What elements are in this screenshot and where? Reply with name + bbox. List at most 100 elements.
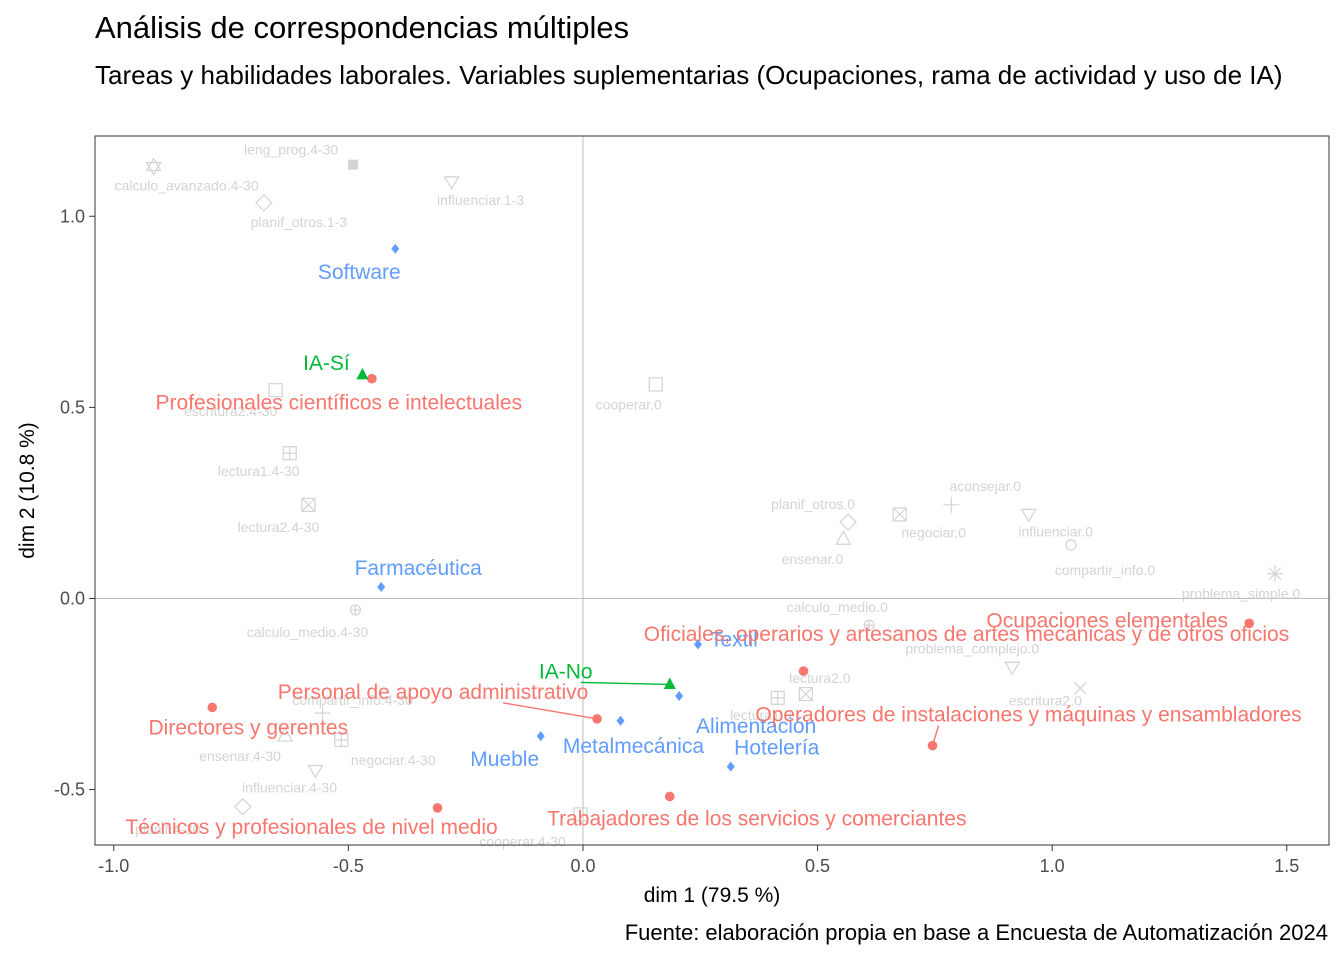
label-planif-4-30: planif.4-30 xyxy=(135,821,201,837)
point-mueble xyxy=(536,731,545,742)
points xyxy=(145,157,1284,822)
point-calculo-avanzado-4-30 xyxy=(145,157,162,176)
label-hoteler-a: Hotelería xyxy=(734,737,820,760)
label-profesionales-cient-ficos-e-intelectuales: Profesionales científicos e intelectuale… xyxy=(156,392,523,415)
chart-title: Análisis de correspondencias múltiples xyxy=(95,10,630,45)
y-tick-label: 1.0 xyxy=(60,206,85,226)
point-calculo-medio-4-30 xyxy=(349,604,362,616)
label-aconsejar-0: aconsejar.0 xyxy=(949,478,1021,494)
point-influenciar-4-30 xyxy=(307,764,324,779)
point-farmac-utica xyxy=(377,582,386,593)
label-metalmec-nica: Metalmecánica xyxy=(563,735,705,758)
label-leng-prog-4-30: leng_prog.4-30 xyxy=(244,142,338,158)
point-textil xyxy=(693,639,702,650)
label-escritura2-4-30: escritura2.4-30 xyxy=(184,403,278,419)
label-personal-de-apoyo-administrativo: Personal de apoyo administrativo xyxy=(278,681,589,704)
point-directores-y-gerentes xyxy=(207,702,218,713)
point-ia-no xyxy=(663,677,676,689)
point-escritura2-4-30 xyxy=(268,383,283,398)
y-tick-label: 0.5 xyxy=(60,397,85,417)
x-tick-label: 0.5 xyxy=(805,856,830,876)
point-profesionales-cient-ficos-e-intelectuales xyxy=(367,373,377,384)
point-ensenar-4-30 xyxy=(277,726,294,742)
chart-subtitle: Tareas y habilidades laborales. Variable… xyxy=(95,60,1283,90)
point-ia-s xyxy=(356,367,369,380)
x-axis-label: dim 1 (79.5 %) xyxy=(644,884,781,907)
point-problema-complejo-0 xyxy=(1004,661,1021,676)
panel-border xyxy=(94,135,1330,846)
label-negociar-0: negociar.0 xyxy=(901,524,966,540)
leader-operadores-de-instalaciones-y-m-quinas-y-ensambladores xyxy=(931,725,940,746)
reference-lines xyxy=(95,136,1329,845)
label-ensenar-4-30: ensenar.4-30 xyxy=(199,748,281,764)
point-aconsejar-0 xyxy=(943,496,960,513)
label-problema-complejo-0: problema_complejo.0 xyxy=(905,640,1039,656)
label-influenciar-4-30: influenciar.4-30 xyxy=(242,779,337,795)
point-software xyxy=(391,243,400,254)
point-planif-otros-1-3 xyxy=(255,194,273,212)
point-ocupaciones-elementales xyxy=(1244,618,1255,629)
point-lectura2-0 xyxy=(798,686,813,702)
point-compartir-info-4-30 xyxy=(314,705,331,722)
label-textil: Textil xyxy=(710,628,758,651)
label-calculo-avanzado-4-30: calculo_avanzado.4-30 xyxy=(115,178,259,194)
point-problema-simple-0 xyxy=(1267,565,1284,582)
label-influenciar-0: influenciar.0 xyxy=(1018,523,1093,539)
label-ensenar-0: ensenar.0 xyxy=(782,551,844,567)
label-lectura1-4-30: lectura1.4-30 xyxy=(218,463,300,479)
point-ensenar-0 xyxy=(835,529,852,545)
point-lectura1-0 xyxy=(770,690,785,705)
point-calculo-medio-0 xyxy=(863,619,875,631)
point-escritura2-0 xyxy=(1073,681,1087,695)
label-ia-s: IA-Sí xyxy=(303,352,350,375)
label-t-cnicos-y-profesionales-de-nivel-medio: Técnicos y profesionales de nivel medio xyxy=(125,816,497,839)
point-leng-prog-4-30 xyxy=(348,159,359,170)
point-planif-4-30 xyxy=(233,797,252,816)
point-t-cnicos-y-profesionales-de-nivel-medio xyxy=(432,803,443,813)
label-calculo-medio-0: calculo_medio.0 xyxy=(787,599,888,615)
y-tick-label: 0.0 xyxy=(60,588,85,608)
point-compartir-info-0 xyxy=(1065,539,1077,551)
label-software: Software xyxy=(318,261,401,284)
y-tick-label: -0.5 xyxy=(54,780,85,800)
point-hoteler-a xyxy=(726,761,735,772)
label-trabajadores-de-los-servicios-y-comerciantes: Trabajadores de los servicios y comercia… xyxy=(547,807,966,830)
label-escritura2-0: escritura2.0 xyxy=(1009,692,1082,708)
point-cooperar-4-30 xyxy=(573,807,588,822)
point-planif-otros-0 xyxy=(839,513,857,531)
x-tick-label: 1.0 xyxy=(1040,856,1065,876)
label-ia-no: IA-No xyxy=(539,660,593,683)
point-influenciar-1-3 xyxy=(443,176,460,191)
x-tick-label: -0.5 xyxy=(333,856,364,876)
label-lectura2-0: lectura2.0 xyxy=(789,670,851,686)
label-ocupaciones-elementales: Ocupaciones elementales xyxy=(986,609,1228,632)
point-lectura2-4-30 xyxy=(301,497,316,512)
point-metalmec-nica xyxy=(616,715,625,726)
point-influenciar-0 xyxy=(1020,508,1037,523)
y-axis-label: dim 2 (10.8 %) xyxy=(16,422,39,559)
leader-ia-no xyxy=(580,681,670,686)
point-labels: leng_prog.4-30 calculo_avanzado.4-30influ… xyxy=(115,142,1302,850)
point-oficiales-operarios-y-artesanos-de-artes-mec-nicas-y-de-otros-oficios xyxy=(798,666,809,676)
label-negociar-4-30: negociar.4-30 xyxy=(351,752,436,768)
x-tick-label: 0.0 xyxy=(570,856,595,876)
label-mueble: Mueble xyxy=(470,748,539,771)
label-cooperar-0: cooperar.0 xyxy=(596,396,662,412)
label-directores-y-gerentes: Directores y gerentes xyxy=(149,716,349,739)
point-trabajadores-de-los-servicios-y-comerciantes xyxy=(664,791,675,802)
label-lectura2-4-30: lectura2.4-30 xyxy=(238,519,320,535)
label-problema-simple-0: problema_simple.0 xyxy=(1182,586,1300,602)
point-negociar-0 xyxy=(892,507,907,522)
label-operadores-de-instalaciones-y-m-quinas-y-ensambladores: Operadores de instalaciones y máquinas y… xyxy=(755,704,1301,727)
label-lectura1-0: lectura1.0 xyxy=(730,707,792,723)
leader-personal-de-apoyo-administrativo xyxy=(502,702,598,720)
label-compartir-info-0: compartir_info.0 xyxy=(1055,562,1156,578)
point-cooperar-0 xyxy=(648,377,663,392)
label-alimentaci-n: Alimentación xyxy=(696,715,816,738)
chart-caption: Fuente: elaboración propia en base a Enc… xyxy=(624,920,1328,945)
axes: -1.0 -0.5 0.0 0.5 1.0 1.5 -0.5 0.0 0.5 1.0 xyxy=(54,206,1299,876)
label-compartir-info-4-30: compartir_info.4-30 xyxy=(292,692,413,708)
point-alimentaci-n xyxy=(675,690,684,701)
label-planif-otros-1-3: planif_otros.1-3 xyxy=(251,214,348,230)
